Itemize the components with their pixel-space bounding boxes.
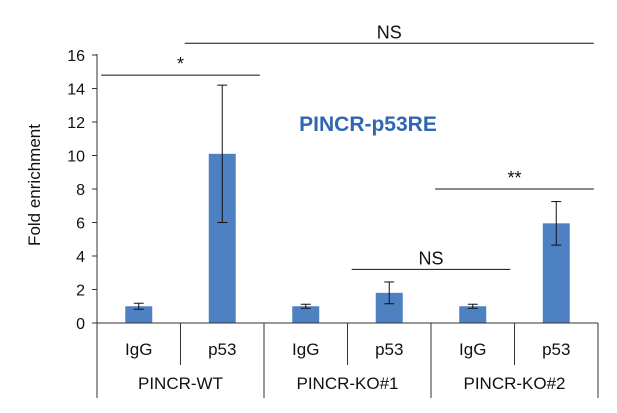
x-category-label: IgG — [292, 340, 319, 359]
bars-layer — [125, 84, 570, 323]
y-axis-label: Fold enrichment — [25, 124, 44, 246]
axis-layer: 0 2 4 6 8 10 12 14 16 IgG p53 IgG p53 IgG p53 PINCR-WT P… — [67, 48, 599, 398]
significance-label: ** — [507, 168, 521, 188]
y-tick-label: 10 — [67, 149, 85, 166]
x-group-label: PINCR-KO#1 — [296, 374, 398, 393]
x-group-label: PINCR-KO#2 — [463, 374, 565, 393]
bar — [292, 306, 320, 323]
y-tick-label: 14 — [67, 82, 85, 99]
x-category-label: p53 — [375, 340, 403, 359]
x-category-label: p53 — [208, 340, 236, 359]
bar — [125, 306, 153, 323]
significance-label: NS — [418, 248, 443, 268]
x-category-label: IgG — [125, 340, 152, 359]
chart-title: PINCR-p53RE — [299, 113, 437, 136]
bar — [459, 306, 487, 323]
y-tick-label: 12 — [67, 115, 85, 132]
y-tick-label: 6 — [76, 216, 85, 233]
y-tick-label: 16 — [67, 48, 85, 65]
significance-label: NS — [377, 22, 402, 42]
y-tick-label: 2 — [76, 283, 85, 300]
significance-label: * — [177, 54, 184, 74]
y-tick-label: 4 — [76, 249, 85, 266]
x-category-label: IgG — [459, 340, 486, 359]
significance-layer: * NS ** NS — [101, 22, 594, 270]
x-category-label: p53 — [542, 340, 570, 359]
y-tick-label: 8 — [76, 182, 85, 199]
y-tick-label: 0 — [76, 316, 85, 333]
x-group-label: PINCR-WT — [138, 374, 223, 393]
